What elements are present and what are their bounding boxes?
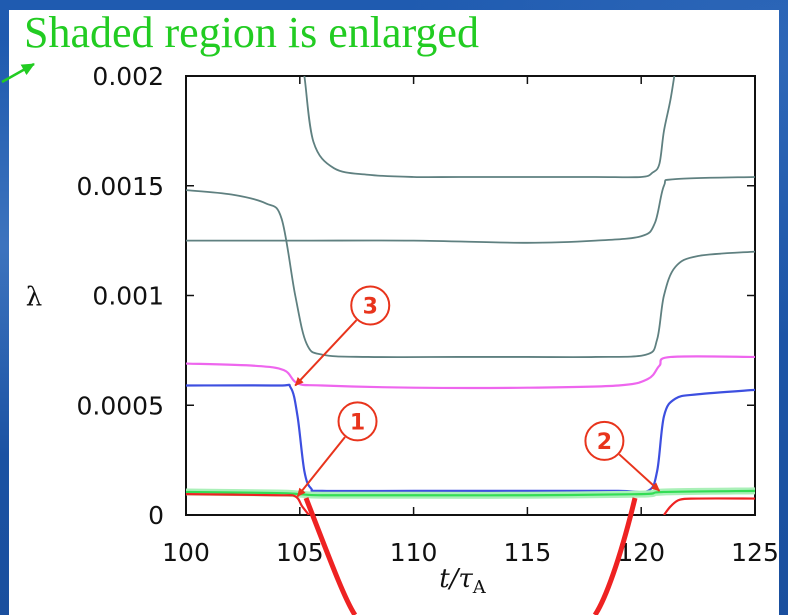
y-tick-label: 0.002 [92,62,164,91]
y-tick-label: 0.0005 [77,391,164,420]
callout-number: 3 [363,294,378,319]
x-tick-labels: 100 105 110 115 120 125 [162,538,779,567]
callout-arrow [618,453,661,492]
x-axis-label-sub: A [472,577,487,598]
series-line-green [186,489,755,497]
x-tick-label: 110 [390,538,438,567]
slide-headline: Shaded region is enlarged [24,8,479,57]
series-line-gray [303,76,676,179]
series-line-blue [186,383,755,494]
series-line-magenta [186,355,755,390]
series-line-red [663,497,755,515]
callout-arrow [296,436,346,498]
x-tick-label: 105 [276,538,324,567]
series-line-red [186,493,310,515]
bottom-red-arc [303,497,638,615]
x-axis-label: t/τA [439,564,487,598]
callout-arrow [294,319,358,387]
x-tick-label: 115 [504,538,552,567]
series-line-gray [186,176,755,244]
callout-layer: 3 1 2 [294,285,661,498]
series-layer [186,76,755,515]
x-axis-label-main: t/τ [439,564,473,594]
series-line-gray [186,189,755,359]
y-tick-label: 0 [148,501,164,530]
axis-ticks [185,75,756,516]
callout-circle [350,285,391,326]
callout-circle [584,420,625,461]
y-axis-label: λ [26,283,42,313]
y-tick-labels: 0 0.0005 0.001 0.0015 0.002 [77,62,164,530]
y-tick-label: 0.001 [92,282,164,311]
x-tick-label: 125 [731,538,779,567]
callout-number: 2 [597,430,612,455]
green-pointer-arrow [1,62,35,84]
callout-circle [337,401,378,442]
x-tick-label: 100 [162,538,210,567]
plot-frame [185,75,756,516]
y-tick-label: 0.0015 [77,172,164,201]
callout-number: 1 [350,410,365,435]
